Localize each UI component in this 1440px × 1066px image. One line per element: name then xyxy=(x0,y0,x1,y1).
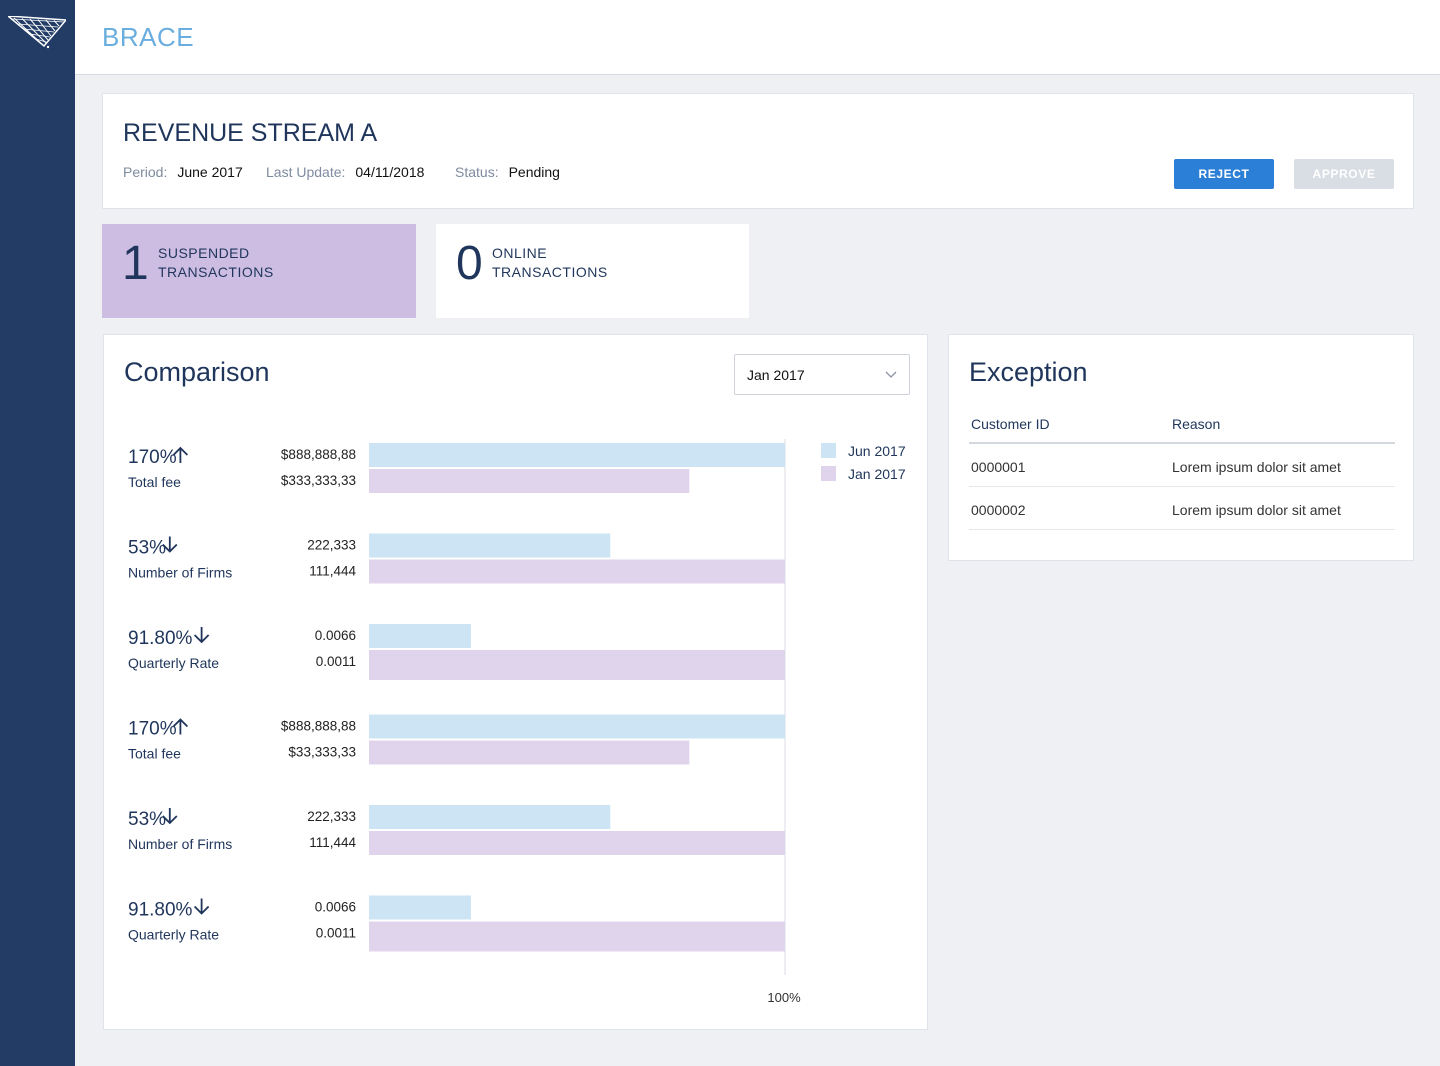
period-select[interactable]: Jan 2017 xyxy=(734,354,910,395)
data-label-jan: 111,444 xyxy=(309,835,356,850)
revenue-stream-header: REVENUE STREAM A Period: June 2017 Last U… xyxy=(102,93,1414,209)
table-row[interactable]: 0000002 Lorem ipsum dolor sit amet xyxy=(969,487,1395,530)
last-update-value: 04/11/2018 xyxy=(355,164,425,180)
data-label-jun: $888,888,88 xyxy=(281,719,356,734)
change-percentage: 53% xyxy=(128,809,166,830)
bar-jun-2017 xyxy=(369,805,611,829)
online-count: 0 xyxy=(456,237,483,290)
column-header-customer-id[interactable]: Customer ID xyxy=(971,416,1050,432)
bar-jan-2017 xyxy=(369,469,690,493)
data-label-jan: $333,333,33 xyxy=(281,473,356,488)
suspended-count: 1 xyxy=(122,237,149,290)
top-bar: BRACE xyxy=(75,0,1440,75)
bar-jun-2017 xyxy=(369,714,785,739)
data-label-jan: 0.0011 xyxy=(316,926,356,941)
metric-label: Total fee xyxy=(128,746,181,762)
reason-cell: Lorem ipsum dolor sit amet xyxy=(1172,459,1341,475)
approve-button[interactable]: APPROVE xyxy=(1294,159,1394,189)
legend-label-jan-2017: Jan 2017 xyxy=(848,466,906,482)
bar-jan-2017 xyxy=(369,650,785,680)
app-title[interactable]: BRACE xyxy=(102,22,195,52)
legend-swatch-jun-2017 xyxy=(821,443,836,458)
period-label: Period: xyxy=(123,164,168,180)
exception-table-header: Customer ID Reason xyxy=(969,413,1395,444)
change-percentage: 91.80% xyxy=(128,900,193,921)
metric-label: Quarterly Rate xyxy=(128,927,219,943)
chevron-down-icon xyxy=(885,371,897,378)
period-meta: Period: June 2017 xyxy=(123,164,243,180)
arrow-down-icon xyxy=(193,898,210,915)
online-label-line2: TRANSACTIONS xyxy=(492,264,608,280)
arrow-up-icon xyxy=(172,446,189,463)
suspended-label-line2: TRANSACTIONS xyxy=(158,264,274,280)
arrow-down-icon xyxy=(162,536,178,553)
data-label-jun: $888,888,88 xyxy=(281,447,356,462)
status-meta: Status: Pending xyxy=(455,164,560,180)
page-title: REVENUE STREAM A xyxy=(123,119,378,147)
arrow-down-icon xyxy=(162,808,178,825)
sidebar xyxy=(0,0,75,1066)
period-value: June 2017 xyxy=(177,164,243,180)
change-percentage: 170% xyxy=(128,719,177,740)
data-label-jun: 0.0066 xyxy=(315,900,356,915)
arrow-down-icon xyxy=(193,627,210,644)
legend-swatch-jan-2017 xyxy=(821,466,836,481)
data-label-jan: 0.0011 xyxy=(316,654,356,669)
data-label-jun: 0.0066 xyxy=(315,628,356,643)
exception-table: Customer ID Reason 0000001 Lorem ipsum d… xyxy=(969,413,1395,530)
data-label-jun: 222,333 xyxy=(307,538,356,553)
bar-jun-2017 xyxy=(369,895,471,920)
exception-card: Exception Customer ID Reason 0000001 Lor… xyxy=(948,334,1414,561)
suspended-transactions-card[interactable]: 1 SUSPENDED TRANSACTIONS xyxy=(102,224,416,318)
bar-jan-2017 xyxy=(369,559,785,584)
comparison-card: Comparison Jan 2017 100% 170% Total fee $88… xyxy=(103,334,928,1030)
bar-jun-2017 xyxy=(369,624,471,648)
change-percentage: 91.80% xyxy=(128,628,193,649)
change-percentage: 170% xyxy=(128,447,177,468)
status-label: Status: xyxy=(455,164,499,180)
legend-label-jun-2017: Jun 2017 xyxy=(848,443,906,459)
change-percentage: 53% xyxy=(128,538,166,559)
table-row[interactable]: 0000001 Lorem ipsum dolor sit amet xyxy=(969,444,1395,487)
bar-jun-2017 xyxy=(369,443,785,467)
comparison-title: Comparison xyxy=(124,357,270,387)
online-label: ONLINE TRANSACTIONS xyxy=(492,244,692,282)
bar-jun-2017 xyxy=(369,533,611,558)
comparison-chart: 100% 170% Total fee $888,888,88 $333,333,33 5… xyxy=(128,439,906,1005)
metric-label: Total fee xyxy=(128,474,181,490)
last-update-label: Last Update: xyxy=(266,164,346,180)
suspended-label: SUSPENDED TRANSACTIONS xyxy=(158,244,358,282)
customer-id-cell: 0000001 xyxy=(971,459,1026,475)
customer-id-cell: 0000002 xyxy=(971,502,1026,518)
arrow-up-icon xyxy=(172,718,189,735)
online-label-line1: ONLINE xyxy=(492,245,548,261)
column-header-reason[interactable]: Reason xyxy=(1172,416,1221,432)
brand-logo-icon[interactable] xyxy=(8,16,66,50)
data-label-jan: 111,444 xyxy=(309,564,356,579)
reason-cell: Lorem ipsum dolor sit amet xyxy=(1172,502,1341,518)
period-select-value: Jan 2017 xyxy=(747,367,805,383)
bar-jan-2017 xyxy=(369,831,785,855)
bar-jan-2017 xyxy=(369,740,690,765)
metric-label: Quarterly Rate xyxy=(128,655,219,671)
status-value: Pending xyxy=(508,164,560,180)
bar-jan-2017 xyxy=(369,921,785,952)
data-label-jun: 222,333 xyxy=(307,809,356,824)
metric-label: Number of Firms xyxy=(128,565,232,581)
metric-label: Number of Firms xyxy=(128,836,232,852)
exception-title: Exception xyxy=(969,357,1088,387)
reject-button[interactable]: REJECT xyxy=(1174,159,1274,189)
data-label-jan: $33,333,33 xyxy=(288,745,356,760)
online-transactions-card[interactable]: 0 ONLINE TRANSACTIONS xyxy=(436,224,749,318)
axis-tick-label: 100% xyxy=(767,990,801,1005)
last-update-meta: Last Update: 04/11/2018 xyxy=(266,164,424,180)
suspended-label-line1: SUSPENDED xyxy=(158,245,250,261)
